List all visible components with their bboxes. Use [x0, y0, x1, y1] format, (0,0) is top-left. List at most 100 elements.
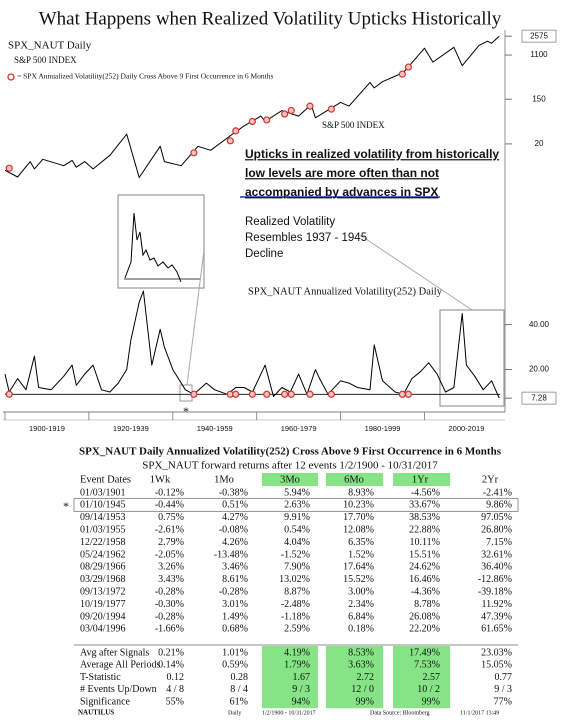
- table-cell: 2.34%: [348, 599, 374, 610]
- y-tick-label: 150: [532, 94, 546, 103]
- table-cell: 55%: [166, 696, 184, 707]
- highlight-cell: [262, 473, 318, 486]
- table-cell: 03/04/1996: [80, 624, 126, 635]
- series-line: [4, 290, 500, 399]
- table-cell: 10.23%: [343, 500, 374, 511]
- highlight-cell: [393, 646, 450, 709]
- x-tick-label: 2000-2019: [449, 424, 485, 433]
- table-cell: 1.49%: [222, 611, 248, 622]
- table-cell: 01/03/1955: [80, 524, 126, 535]
- footer-text: Daily: [228, 710, 241, 716]
- highlight-box: [439, 309, 505, 407]
- table-cell: 09/13/1972: [80, 586, 126, 597]
- table-cell: 8.78%: [414, 599, 440, 610]
- table-cell: 47.39%: [481, 611, 512, 622]
- connector: [186, 249, 205, 386]
- signal-marker: [281, 110, 289, 118]
- x-tick-label: 1920-1939: [113, 424, 149, 433]
- table-cell: 17.64%: [343, 562, 374, 573]
- table-cell: -0.28%: [155, 586, 184, 597]
- table-cell: 09/14/1953: [80, 512, 126, 523]
- signal-marker: [398, 390, 406, 398]
- y-tick-label: 1100: [530, 50, 548, 59]
- table-cell: -0.38%: [219, 487, 248, 498]
- inset-box: [117, 194, 205, 289]
- legend-marker: [7, 73, 15, 81]
- table-cell: # Events Up/Down: [80, 684, 157, 695]
- table-cell: 8.93%: [348, 487, 374, 498]
- signal-marker: [263, 116, 271, 124]
- table-cell: 13.02%: [279, 574, 310, 585]
- table-cell: 24.62%: [409, 562, 440, 573]
- table-cell: 3.63%: [348, 660, 374, 671]
- table-cell: 61%: [230, 696, 248, 707]
- y-tick-label: 40.00: [529, 320, 550, 329]
- table-cell: 94%: [292, 696, 310, 707]
- table-cell: 1.01%: [222, 647, 248, 658]
- table-cell: 2.59%: [284, 624, 310, 635]
- column-header: 6Mo: [344, 474, 364, 485]
- signal-marker: [5, 390, 13, 398]
- table-cell: 09/20/1994: [80, 611, 126, 622]
- table-cell: 9 / 3: [494, 684, 512, 695]
- annotation: low levels are more often than not: [245, 166, 439, 180]
- table-cell: 3.01%: [222, 599, 248, 610]
- table-cell: -2.61%: [155, 524, 184, 535]
- table-cell: 36.40%: [481, 562, 512, 573]
- table-cell: 3.46%: [222, 562, 248, 573]
- table-cell: T-Statistic: [80, 672, 121, 683]
- table-cell: -13.48%: [214, 549, 248, 560]
- table-cell: 7.90%: [284, 562, 310, 573]
- table-cell: 8.53%: [348, 647, 374, 658]
- table-cell: 01/03/1901: [80, 487, 126, 498]
- footer-logo: NAUTILUS: [78, 709, 114, 717]
- x-tick-label: 1940-1959: [197, 424, 233, 433]
- value-box: [521, 29, 557, 43]
- table-subtitle: SPX_NAUT forward returns after 12 events…: [142, 460, 438, 472]
- table-cell: 22.88%: [409, 524, 440, 535]
- table-cell: 15.05%: [481, 660, 512, 671]
- signal-marker: [287, 106, 295, 115]
- table-cell: 2.72: [357, 672, 375, 683]
- table-cell: 0.77: [495, 672, 513, 683]
- chart-subtitle: S&P 500 INDEX: [14, 55, 77, 65]
- table-cell: 11.92%: [482, 599, 512, 610]
- table-cell: 0.51%: [222, 500, 248, 511]
- signal-marker: [232, 127, 240, 135]
- table-cell: 61.65%: [481, 624, 512, 635]
- chart-title: SPX_NAUT Daily: [8, 40, 92, 52]
- star-mark: *: [63, 499, 69, 513]
- table-cell: 16.46%: [409, 574, 440, 585]
- table-cell: 15.52%: [343, 574, 374, 585]
- table-cell: 97.05%: [481, 512, 512, 523]
- y-tick-label: 20.00: [529, 365, 550, 374]
- column-header: 1Yr: [412, 474, 429, 485]
- table-cell: -1.66%: [155, 624, 184, 635]
- table-cell: 7.53%: [414, 660, 440, 671]
- footer-text: Data Source: Bloomberg: [370, 710, 430, 716]
- footer-text: 11/1/2017 13:49: [460, 710, 499, 716]
- highlight-cell: [262, 646, 318, 709]
- y-tick-label: 7.28: [531, 393, 547, 402]
- column-header: Event Dates: [80, 474, 131, 485]
- table-cell: 9.86%: [486, 500, 512, 511]
- highlight-cell: [326, 646, 383, 709]
- table-cell: 0.28: [231, 672, 249, 683]
- table-cell: 10/19/1977: [80, 599, 126, 610]
- table-cell: 38.53%: [409, 512, 440, 523]
- table-cell: -0.30%: [155, 599, 184, 610]
- table-cell: -0.28%: [219, 586, 248, 597]
- table-cell: 8.87%: [284, 586, 310, 597]
- table-cell: -2.41%: [483, 487, 512, 498]
- table-cell: -1.52%: [281, 549, 310, 560]
- signal-marker: [306, 390, 314, 398]
- signal-marker: [5, 164, 13, 172]
- table-cell: 4.26%: [222, 537, 248, 548]
- signal-marker: [404, 63, 413, 71]
- signal-marker: [226, 137, 234, 145]
- signal-marker: [248, 390, 256, 398]
- table-cell: 0.59%: [222, 660, 248, 671]
- annotation: Decline: [245, 248, 283, 260]
- signal-marker: [398, 70, 406, 78]
